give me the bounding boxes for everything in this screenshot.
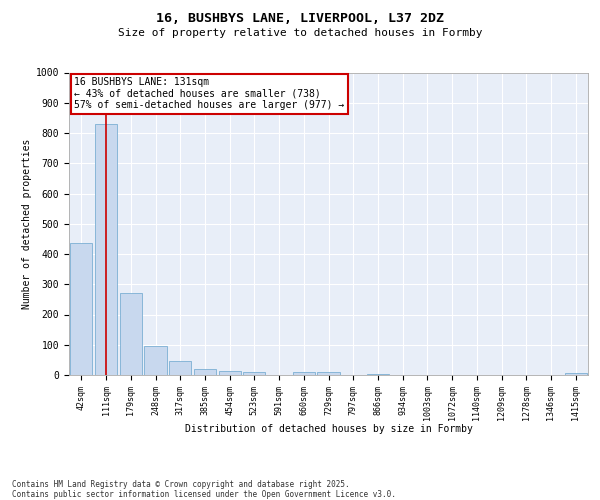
Bar [367, 374, 389, 375]
Bar [218, 371, 241, 375]
Bar [194, 369, 216, 375]
Y-axis label: Number of detached properties: Number of detached properties [22, 138, 32, 309]
Text: Contains HM Land Registry data © Crown copyright and database right 2025.
Contai: Contains HM Land Registry data © Crown c… [12, 480, 396, 499]
Text: 16 BUSHBYS LANE: 131sqm
← 43% of detached houses are smaller (738)
57% of semi-d: 16 BUSHBYS LANE: 131sqm ← 43% of detache… [74, 77, 344, 110]
Bar [243, 372, 265, 375]
Bar [145, 346, 167, 375]
Bar [565, 373, 587, 375]
Bar [293, 372, 315, 375]
X-axis label: Distribution of detached houses by size in Formby: Distribution of detached houses by size … [185, 424, 472, 434]
Bar [95, 124, 117, 375]
Text: Size of property relative to detached houses in Formby: Size of property relative to detached ho… [118, 28, 482, 38]
Bar [119, 294, 142, 375]
Text: 16, BUSHBYS LANE, LIVERPOOL, L37 2DZ: 16, BUSHBYS LANE, LIVERPOOL, L37 2DZ [156, 12, 444, 26]
Bar [317, 372, 340, 375]
Bar [169, 361, 191, 375]
Bar [70, 244, 92, 375]
